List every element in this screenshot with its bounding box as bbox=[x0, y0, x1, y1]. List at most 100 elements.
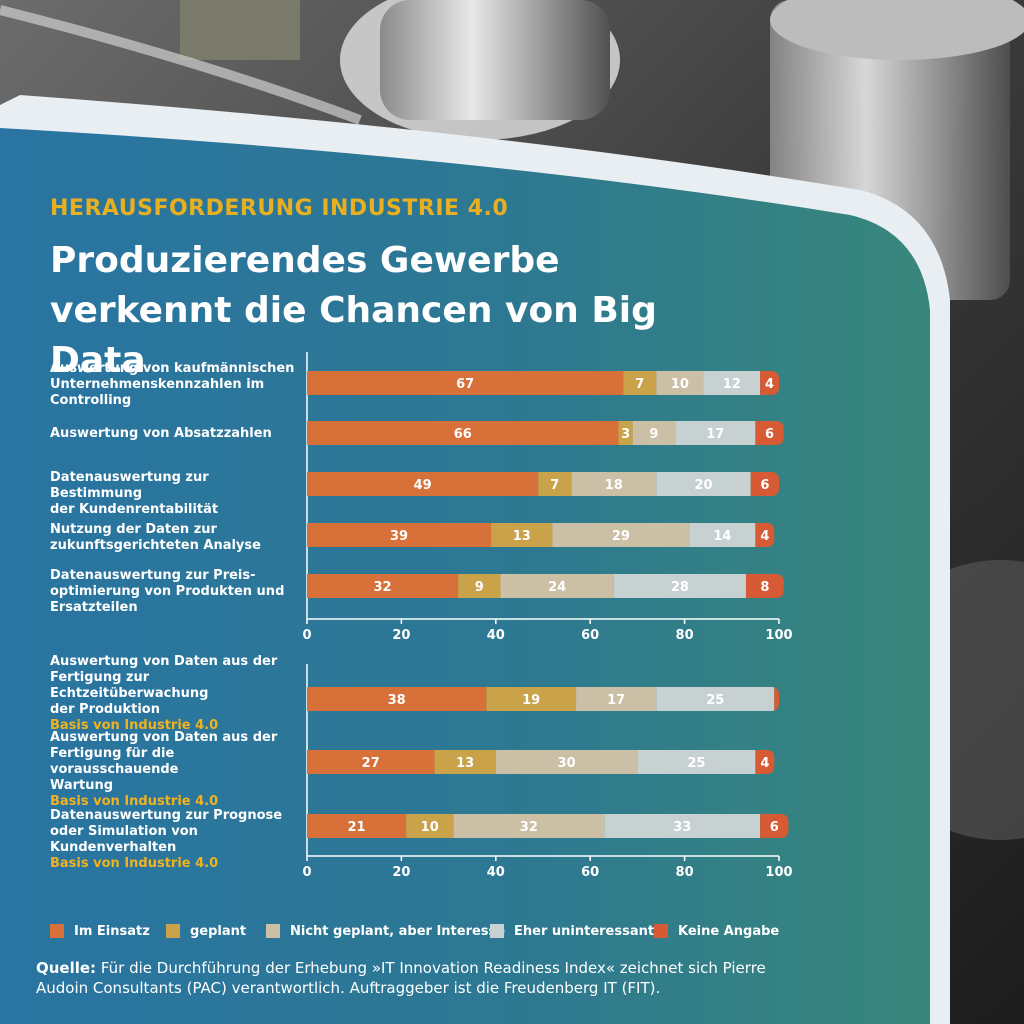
legend-item-geplant: geplant bbox=[166, 920, 246, 942]
category-label: Auswertung von Daten aus der Fertigung zu… bbox=[50, 654, 300, 734]
data-label: 29 bbox=[612, 529, 630, 544]
data-label: 17 bbox=[607, 693, 625, 708]
data-label: 10 bbox=[671, 377, 689, 392]
legend-swatch bbox=[654, 924, 668, 938]
bar-segment bbox=[689, 523, 756, 547]
legend-swatch bbox=[166, 924, 180, 938]
category-label-line: Fertigung zur Echtzeitüberwachung bbox=[50, 670, 209, 701]
data-label: 32 bbox=[520, 820, 538, 835]
category-label-line: der Produktion bbox=[50, 702, 160, 717]
bar-segment bbox=[500, 574, 614, 598]
data-label: 30 bbox=[558, 756, 576, 771]
data-label: 66 bbox=[454, 427, 472, 442]
data-label: 7 bbox=[550, 478, 559, 493]
x-tick-label: 20 bbox=[392, 865, 410, 880]
bar-segment bbox=[406, 814, 454, 838]
category-label-line: optimierung von Produkten und bbox=[50, 584, 285, 599]
category-label: Auswertung von kaufmännischen Unternehmen… bbox=[50, 361, 300, 409]
legend-label: Nicht geplant, aber Interesse bbox=[290, 923, 506, 939]
category-label-line: Auswertung von kaufmännischen bbox=[50, 361, 295, 376]
bar-segment bbox=[453, 814, 605, 838]
bar-segment bbox=[703, 371, 761, 395]
bar-segment bbox=[656, 472, 751, 496]
source-text: Für die Durchführung der Erhebung »IT In… bbox=[36, 959, 766, 997]
page-title: Produzierendes Gewerbe verkennt die Chan… bbox=[50, 240, 657, 381]
data-label: 8 bbox=[760, 580, 769, 595]
data-label: 49 bbox=[414, 478, 432, 493]
data-label: 6 bbox=[770, 820, 779, 835]
category-label-line: oder Simulation von Kundenverhalten bbox=[50, 824, 198, 855]
data-label: 17 bbox=[706, 427, 724, 442]
data-label: 33 bbox=[673, 820, 691, 835]
bar-segment bbox=[755, 750, 775, 774]
bar-segment bbox=[307, 574, 459, 598]
legend-item-keine-angabe: Keine Angabe bbox=[654, 920, 779, 942]
bar-segment bbox=[458, 574, 501, 598]
bar-segment bbox=[675, 421, 756, 445]
category-label-line: Datenauswertung zur Prognose bbox=[50, 808, 283, 823]
bar-segment bbox=[538, 472, 572, 496]
legend-label: geplant bbox=[190, 923, 247, 939]
data-label: 19 bbox=[522, 693, 540, 708]
category-label-line: Wartung bbox=[50, 778, 114, 793]
bar-segment bbox=[618, 421, 633, 445]
bar-segment bbox=[307, 472, 539, 496]
source-label: Quelle: bbox=[36, 959, 97, 977]
data-label: 4 bbox=[760, 756, 769, 771]
category-label-line: Auswertung von Daten aus der bbox=[50, 654, 278, 669]
category-label-line: Nutzung der Daten zur bbox=[50, 522, 217, 537]
x-tick-label: 80 bbox=[676, 628, 694, 643]
bar-segment bbox=[760, 371, 779, 395]
data-label: 9 bbox=[475, 580, 484, 595]
source-note: Quelle: Für die Durchführung der Erhebun… bbox=[36, 958, 816, 998]
legend-label: Eher uninteressant bbox=[514, 923, 655, 939]
bar-segment bbox=[613, 574, 746, 598]
x-tick-label: 0 bbox=[302, 628, 311, 643]
category-label: Auswertung von Absatzzahlen bbox=[50, 426, 300, 442]
kicker: HERAUSFORDERUNG INDUSTRIE 4.0 bbox=[50, 196, 509, 221]
data-label: 6 bbox=[765, 427, 774, 442]
category-label-line: Fertigung für die vorausschauende bbox=[50, 746, 179, 777]
data-label: 7 bbox=[635, 377, 644, 392]
legend-swatch bbox=[50, 924, 64, 938]
category-label-line: Datenauswertung zur Bestimmung bbox=[50, 470, 209, 501]
basis-label: Basis von Industrie 4.0 bbox=[50, 794, 219, 809]
category-label-line: Datenauswertung zur Preis- bbox=[50, 568, 256, 583]
data-label: 67 bbox=[456, 377, 474, 392]
x-tick-label: 100 bbox=[765, 865, 792, 880]
bar-segment bbox=[307, 523, 492, 547]
bar-segment bbox=[745, 574, 784, 598]
bar-segment bbox=[307, 750, 435, 774]
data-label: 13 bbox=[513, 529, 531, 544]
legend-item-im-einsatz: Im Einsatz bbox=[50, 920, 150, 942]
legend: Im Einsatz geplant Nicht geplant, aber I… bbox=[50, 920, 790, 942]
x-tick-label: 60 bbox=[581, 865, 599, 880]
category-label: Auswertung von Daten aus der Fertigung fü… bbox=[50, 730, 300, 810]
bar-segment bbox=[771, 687, 779, 711]
data-label: 14 bbox=[713, 529, 731, 544]
bar-segment bbox=[307, 687, 487, 711]
x-tick-label: 0 bbox=[302, 865, 311, 880]
x-tick-label: 100 bbox=[765, 628, 792, 643]
bar-segment bbox=[552, 523, 690, 547]
bar-segment bbox=[656, 371, 704, 395]
x-tick-label: 40 bbox=[487, 628, 505, 643]
category-label: Datenauswertung zur Prognose oder Simulat… bbox=[50, 808, 300, 872]
category-label-line: Auswertung von Daten aus der bbox=[50, 730, 278, 745]
bar-segment bbox=[755, 421, 784, 445]
data-label: 21 bbox=[348, 820, 366, 835]
category-label-line: der Kundenrentabilität bbox=[50, 502, 219, 517]
bar-segment bbox=[307, 421, 619, 445]
bar-segment bbox=[637, 750, 756, 774]
data-label: 24 bbox=[548, 580, 566, 595]
category-label-line: Controlling bbox=[50, 393, 132, 408]
data-label: 4 bbox=[765, 377, 774, 392]
data-label: 25 bbox=[706, 693, 724, 708]
data-label: 38 bbox=[388, 693, 406, 708]
data-label: 18 bbox=[605, 478, 623, 493]
data-label: 39 bbox=[390, 529, 408, 544]
category-label: Datenauswertung zur Preis-optimierung vo… bbox=[50, 568, 300, 616]
legend-swatch bbox=[490, 924, 504, 938]
data-label: 32 bbox=[373, 580, 391, 595]
